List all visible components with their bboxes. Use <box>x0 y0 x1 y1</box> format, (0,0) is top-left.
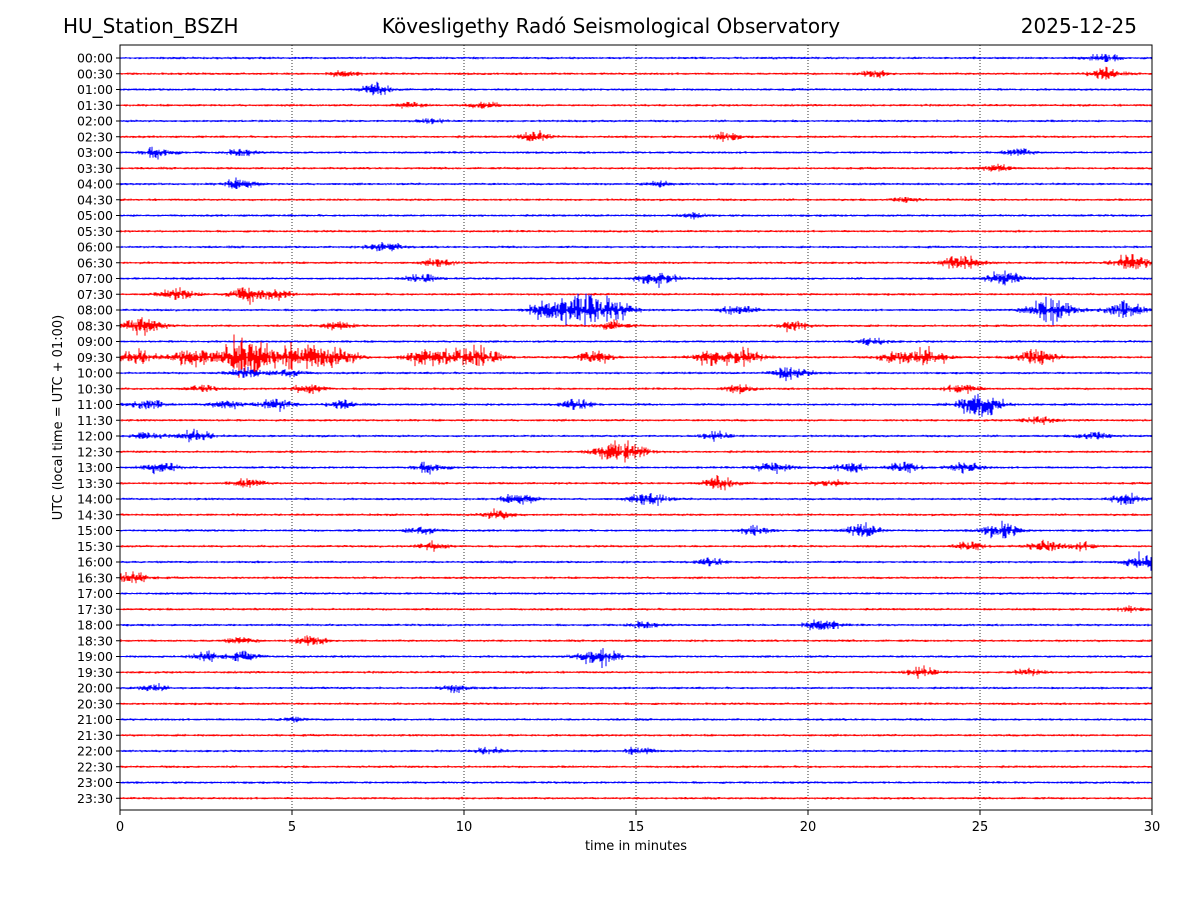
chart-date: 2025-12-25 <box>1020 14 1137 38</box>
y-tick-label: 17:30 <box>77 602 113 617</box>
y-tick-label: 14:30 <box>77 507 113 522</box>
trace-1400 <box>119 492 1153 506</box>
y-tick-label: 09:00 <box>77 334 113 349</box>
x-tick-label: 15 <box>628 820 645 835</box>
y-tick-label: 11:00 <box>77 397 113 412</box>
y-tick-label: 05:00 <box>77 208 113 223</box>
y-tick-label: 03:00 <box>77 145 113 160</box>
trace-0330 <box>119 163 1153 172</box>
x-tick-label: 0 <box>116 820 124 835</box>
x-tick-label: 30 <box>1144 820 1161 835</box>
trace-1500 <box>119 520 1153 539</box>
y-tick-label: 19:30 <box>77 665 113 680</box>
y-tick-label: 17:00 <box>77 586 113 601</box>
y-tick-label: 08:30 <box>77 318 113 333</box>
x-tick-label: 20 <box>800 820 817 835</box>
y-tick-label: 06:00 <box>77 240 113 255</box>
trace-0730 <box>119 287 1153 305</box>
y-tick-label: 03:30 <box>77 161 113 176</box>
trace-0300 <box>119 146 1153 160</box>
y-tick-label: 10:00 <box>77 366 113 381</box>
y-tick-label: 08:00 <box>77 303 113 318</box>
y-tick-label: 12:30 <box>77 444 113 459</box>
y-tick-label: 23:30 <box>77 791 113 806</box>
y-tick-label: 02:00 <box>77 114 113 129</box>
trace-0030 <box>119 66 1153 80</box>
y-tick-label: 23:00 <box>77 775 113 790</box>
x-tick-label: 10 <box>456 820 473 835</box>
y-tick-label: 06:30 <box>77 255 113 270</box>
y-tick-label: 04:00 <box>77 177 113 192</box>
station-name: HU_Station_BSZH <box>63 14 239 38</box>
y-tick-label: 19:00 <box>77 649 113 664</box>
y-tick-label: 16:30 <box>77 570 113 585</box>
trace-0430 <box>119 197 1153 203</box>
chart-title: Kövesligethy Radó Seismological Observat… <box>381 14 841 38</box>
y-tick-label: 15:00 <box>77 523 113 538</box>
y-tick-label: 04:30 <box>77 192 113 207</box>
y-tick-label: 01:30 <box>77 98 113 113</box>
y-tick-label: 18:30 <box>77 633 113 648</box>
trace-2330 <box>119 796 1153 800</box>
y-tick-label: 01:00 <box>77 82 113 97</box>
y-tick-label: 09:30 <box>77 350 113 365</box>
y-tick-label: 00:30 <box>77 66 113 81</box>
trace-0900 <box>119 337 1153 346</box>
trace-1200 <box>119 428 1153 443</box>
y-tick-label: 14:00 <box>77 492 113 507</box>
y-tick-label: 11:30 <box>77 413 113 428</box>
y-tick-label: 21:30 <box>77 728 113 743</box>
y-tick-label: 13:30 <box>77 476 113 491</box>
y-tick-label: 20:00 <box>77 681 113 696</box>
y-tick-label: 05:30 <box>77 224 113 239</box>
y-tick-label: 18:00 <box>77 618 113 633</box>
plot-frame <box>119 44 1153 811</box>
x-tick-label: 25 <box>972 820 989 835</box>
y-tick-label: 07:30 <box>77 287 113 302</box>
y-tick-label: 22:30 <box>77 759 113 774</box>
y-tick-label: 02:30 <box>77 129 113 144</box>
gridlines <box>291 45 981 810</box>
y-tick-label: 16:00 <box>77 555 113 570</box>
y-tick-label: 15:30 <box>77 539 113 554</box>
trace-0830 <box>119 317 1153 336</box>
x-axis-label: time in minutes <box>585 839 687 854</box>
x-tick-labels: 0 5 10 15 20 25 30 <box>116 810 1160 835</box>
trace-0530 <box>119 229 1153 233</box>
y-axis-label: UTC (local time = UTC + 01:00) <box>51 315 66 520</box>
trace-2130 <box>119 733 1153 737</box>
y-tick-label: 20:30 <box>77 696 113 711</box>
y-tick-label: 21:00 <box>77 712 113 727</box>
y-tick-label: 12:00 <box>77 429 113 444</box>
y-tick-label: 10:30 <box>77 381 113 396</box>
trace-1030 <box>119 384 1153 395</box>
y-tick-label: 07:00 <box>77 271 113 286</box>
y-tick-labels: 00:0000:3001:0001:3002:0002:3003:0003:30… <box>77 51 120 806</box>
trace-1930 <box>119 665 1153 679</box>
y-tick-label: 13:00 <box>77 460 113 475</box>
y-tick-label: 22:00 <box>77 744 113 759</box>
y-tick-label: 00:00 <box>77 51 113 66</box>
x-tick-label: 5 <box>288 820 296 835</box>
